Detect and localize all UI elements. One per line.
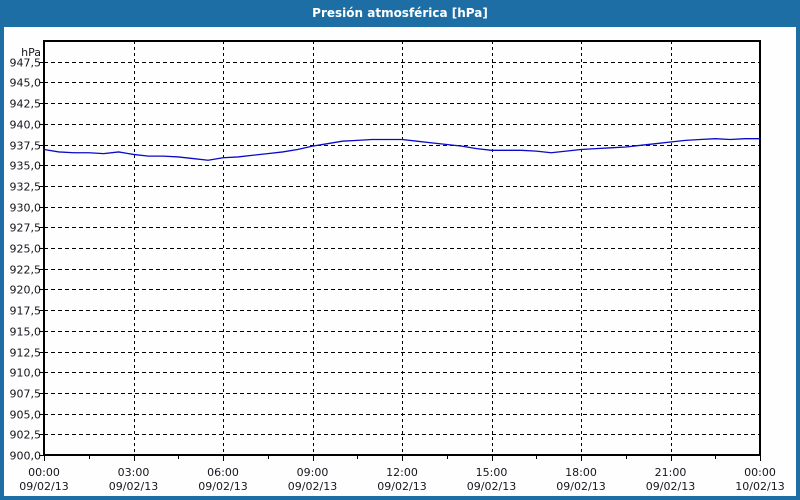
y-tick-label: 917,5 (10, 305, 42, 318)
x-tick-date-label: 09/02/13 (198, 480, 247, 493)
x-tick-time-label: 00:00 (28, 466, 60, 479)
y-tick-label: 945,0 (10, 77, 42, 90)
x-tick-time-label: 09:00 (297, 466, 329, 479)
y-tick-label: 947,5 (10, 57, 42, 70)
y-tick-label: 915,0 (10, 326, 42, 339)
y-tick-label: 932,5 (10, 181, 42, 194)
y-tick-label: 905,0 (10, 409, 42, 422)
x-tick-date-label: 10/02/13 (735, 480, 784, 493)
y-tick-label: 910,0 (10, 367, 42, 380)
x-tick-time-label: 03:00 (118, 466, 150, 479)
x-tick-time-label: 00:00 (744, 466, 776, 479)
x-tick-date-label: 09/02/13 (377, 480, 426, 493)
x-tick-time-label: 15:00 (476, 466, 508, 479)
y-tick-label: 902,5 (10, 429, 42, 442)
y-tick-label: 942,5 (10, 98, 42, 111)
y-tick-label: 940,0 (10, 119, 42, 132)
chart-title-bar: Presión atmosférica [hPa] (0, 0, 800, 27)
x-tick-date-label: 09/02/13 (19, 480, 68, 493)
x-tick-date-label: 09/02/13 (556, 480, 605, 493)
x-tick-date-label: 09/02/13 (646, 480, 695, 493)
x-tick-time-label: 21:00 (655, 466, 687, 479)
plot-border (43, 40, 761, 456)
y-tick-label: 927,5 (10, 222, 42, 235)
chart-area: 947,5 945,0 942,5 940,0 937,5 935,0 932,5 930,0… (0, 27, 800, 500)
x-tick-time-label: 06:00 (207, 466, 239, 479)
y-tick-label: 912,5 (10, 347, 42, 360)
y-tick-label: 922,5 (10, 264, 42, 277)
y-tick-label: 907,5 (10, 388, 42, 401)
y-tick-label: 937,5 (10, 140, 42, 153)
x-tick-time-label: 18:00 (565, 466, 597, 479)
pressure-line (43, 138, 761, 161)
y-tick-label: 935,0 (10, 160, 42, 173)
x-tick-date-label: 09/02/13 (467, 480, 516, 493)
y-tick-label: 925,0 (10, 243, 42, 256)
pressure-chart: 947,5 945,0 942,5 940,0 937,5 935,0 932,5 930,0… (10, 40, 785, 493)
y-tick-label: 920,0 (10, 284, 42, 297)
y-axis-unit-label: hPa (21, 46, 41, 59)
x-tick-date-label: 09/02/13 (109, 480, 158, 493)
x-tick-time-label: 12:00 (386, 466, 418, 479)
chart-title: Presión atmosférica [hPa] (312, 6, 488, 20)
y-tick-label: 930,0 (10, 202, 42, 215)
x-tick-date-label: 09/02/13 (288, 480, 337, 493)
y-tick-label: 900,0 (10, 450, 42, 463)
